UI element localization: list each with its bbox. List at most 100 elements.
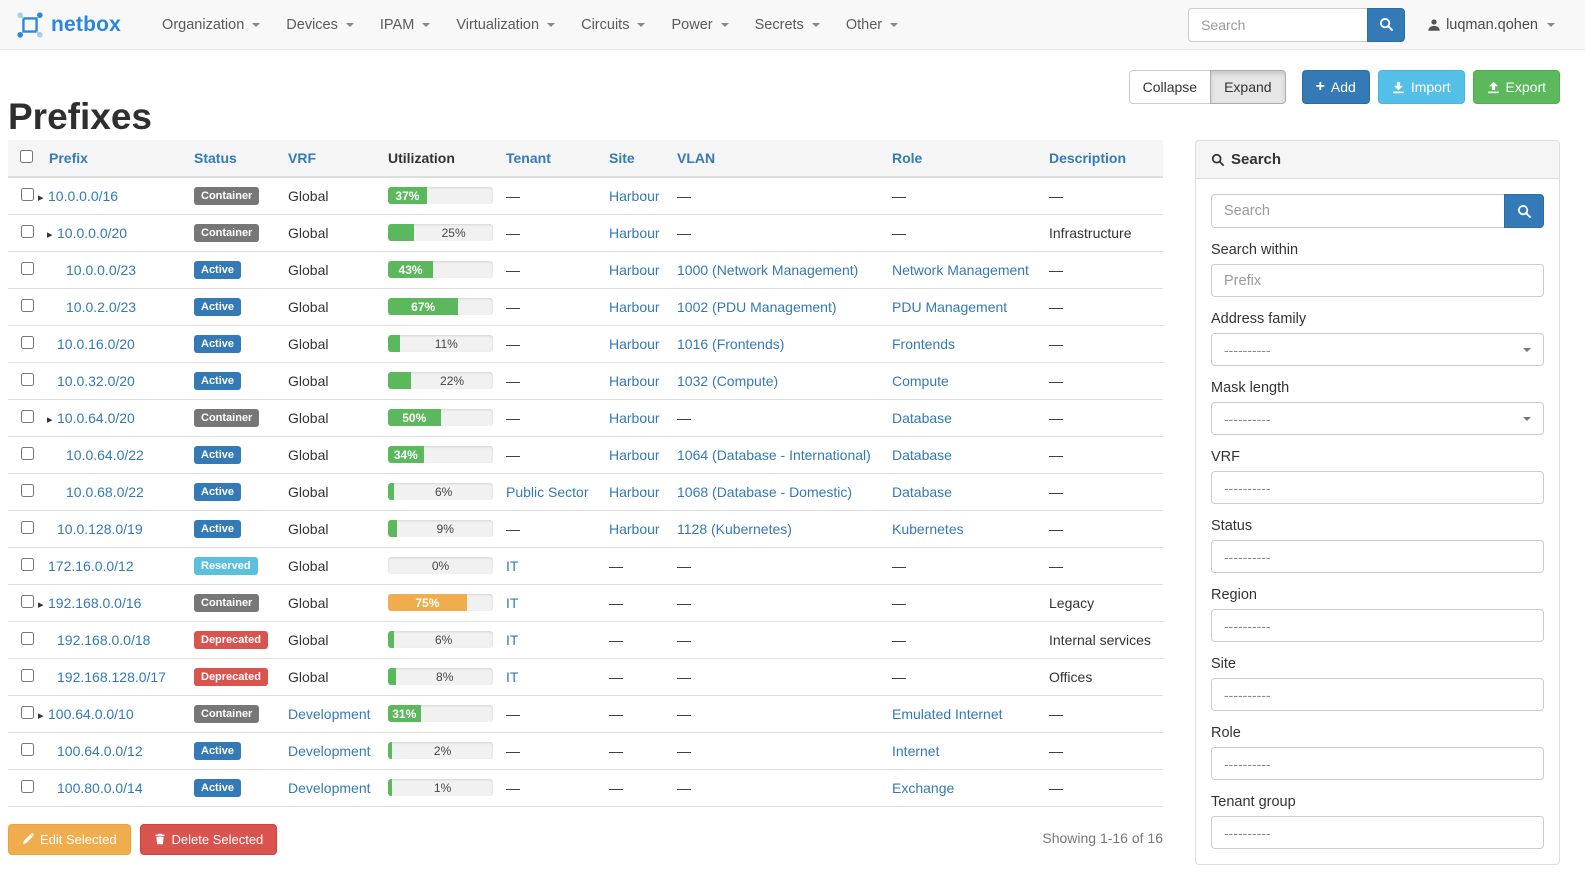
expand-toggle-icon[interactable]: ▸ bbox=[38, 709, 44, 722]
prefix-link[interactable]: 10.0.0.0/16 bbox=[48, 187, 119, 204]
filter-select-status[interactable]: ---------- bbox=[1211, 540, 1544, 573]
vlan-link[interactable]: 1128 (Kubernetes) bbox=[677, 520, 792, 537]
prefix-link[interactable]: 100.64.0.0/12 bbox=[57, 742, 143, 759]
site-link[interactable]: Harbour bbox=[609, 224, 660, 241]
prefix-link[interactable]: 100.80.0.0/14 bbox=[57, 779, 143, 796]
row-checkbox[interactable] bbox=[21, 409, 34, 423]
navbar-search-input[interactable] bbox=[1188, 7, 1369, 42]
row-checkbox[interactable] bbox=[21, 557, 34, 571]
row-checkbox[interactable] bbox=[21, 298, 34, 312]
tenant-link[interactable]: IT bbox=[506, 594, 519, 611]
filter-select-tenant-group[interactable]: ---------- bbox=[1211, 816, 1544, 849]
row-checkbox[interactable] bbox=[21, 261, 34, 275]
vlan-link[interactable]: 1016 (Frontends) bbox=[677, 335, 785, 352]
tenant-link[interactable]: IT bbox=[506, 668, 519, 685]
sort-vrf[interactable]: VRF bbox=[288, 150, 316, 166]
role-link[interactable]: Compute bbox=[892, 372, 949, 389]
role-link[interactable]: Emulated Internet bbox=[892, 705, 1003, 722]
import-button[interactable]: Import bbox=[1377, 70, 1465, 104]
nav-item-devices[interactable]: Devices bbox=[273, 0, 367, 50]
tenant-link[interactable]: IT bbox=[506, 631, 519, 648]
prefix-link[interactable]: 100.64.0.0/10 bbox=[48, 705, 134, 722]
edit-selected-button[interactable]: Edit Selected bbox=[8, 823, 131, 855]
filter-select-role[interactable]: ---------- bbox=[1211, 747, 1544, 780]
prefix-link[interactable]: 10.0.16.0/20 bbox=[57, 335, 135, 352]
nav-item-secrets[interactable]: Secrets bbox=[742, 0, 833, 50]
site-link[interactable]: Harbour bbox=[609, 372, 660, 389]
vlan-link[interactable]: 1068 (Database - Domestic) bbox=[677, 483, 853, 500]
sort-status[interactable]: Status bbox=[194, 150, 237, 166]
row-checkbox[interactable] bbox=[21, 446, 34, 460]
vrf-link[interactable]: Development bbox=[288, 705, 371, 722]
prefix-link[interactable]: 10.0.64.0/22 bbox=[66, 446, 144, 463]
role-link[interactable]: PDU Management bbox=[892, 298, 1008, 315]
role-link[interactable]: Kubernetes bbox=[892, 520, 964, 537]
row-checkbox[interactable] bbox=[21, 520, 34, 534]
row-checkbox[interactable] bbox=[21, 335, 34, 349]
sort-site[interactable]: Site bbox=[609, 150, 635, 166]
site-link[interactable]: Harbour bbox=[609, 409, 660, 426]
collapse-button[interactable]: Collapse bbox=[1128, 70, 1212, 104]
role-link[interactable]: Database bbox=[892, 446, 952, 463]
vrf-link[interactable]: Development bbox=[288, 742, 371, 759]
nav-item-organization[interactable]: Organization bbox=[149, 0, 273, 50]
row-checkbox[interactable] bbox=[21, 779, 34, 793]
filter-select-vrf[interactable]: ---------- bbox=[1211, 471, 1544, 504]
prefix-link[interactable]: 10.0.128.0/19 bbox=[57, 520, 143, 537]
row-checkbox[interactable] bbox=[21, 483, 34, 497]
role-link[interactable]: Database bbox=[892, 483, 952, 500]
prefix-link[interactable]: 192.168.128.0/17 bbox=[57, 668, 166, 685]
sort-prefix[interactable]: Prefix bbox=[49, 150, 88, 166]
netbox-brand[interactable]: netbox bbox=[15, 10, 121, 40]
site-link[interactable]: Harbour bbox=[609, 483, 660, 500]
site-link[interactable]: Harbour bbox=[609, 298, 660, 315]
prefix-link[interactable]: 10.0.64.0/20 bbox=[57, 409, 135, 426]
role-link[interactable]: Network Management bbox=[892, 261, 1029, 278]
role-link[interactable]: Frontends bbox=[892, 335, 956, 352]
tenant-link[interactable]: IT bbox=[506, 557, 519, 574]
navbar-search-button[interactable] bbox=[1367, 7, 1406, 42]
tenant-link[interactable]: Public Sector bbox=[506, 483, 589, 500]
site-link[interactable]: Harbour bbox=[609, 261, 660, 278]
row-checkbox[interactable] bbox=[21, 668, 34, 682]
filter-search-input[interactable] bbox=[1211, 194, 1505, 228]
vlan-link[interactable]: 1000 (Network Management) bbox=[677, 261, 859, 278]
filter-input-search-within[interactable] bbox=[1211, 264, 1544, 297]
expand-toggle-icon[interactable]: ▸ bbox=[47, 228, 53, 241]
sort-tenant[interactable]: Tenant bbox=[506, 150, 551, 166]
site-link[interactable]: Harbour bbox=[609, 446, 660, 463]
row-checkbox[interactable] bbox=[21, 224, 34, 238]
sort-description[interactable]: Description bbox=[1049, 150, 1127, 166]
sort-vlan[interactable]: VLAN bbox=[677, 150, 716, 166]
filter-search-button[interactable] bbox=[1504, 194, 1544, 228]
role-link[interactable]: Database bbox=[892, 409, 952, 426]
filter-select-address-family[interactable]: ---------- bbox=[1211, 333, 1544, 366]
vlan-link[interactable]: 1032 (Compute) bbox=[677, 372, 779, 389]
filter-select-site[interactable]: ---------- bbox=[1211, 678, 1544, 711]
expand-button[interactable]: Expand bbox=[1210, 70, 1286, 104]
export-button[interactable]: Export bbox=[1472, 70, 1560, 104]
nav-item-circuits[interactable]: Circuits bbox=[568, 0, 658, 50]
prefix-link[interactable]: 10.0.68.0/22 bbox=[66, 483, 144, 500]
filter-select-mask-length[interactable]: ---------- bbox=[1211, 402, 1544, 435]
prefix-link[interactable]: 192.168.0.0/16 bbox=[48, 594, 142, 611]
expand-toggle-icon[interactable]: ▸ bbox=[47, 413, 53, 426]
prefix-link[interactable]: 10.0.0.0/23 bbox=[66, 261, 137, 278]
row-checkbox[interactable] bbox=[21, 742, 34, 756]
role-link[interactable]: Exchange bbox=[892, 779, 955, 796]
user-menu[interactable]: luqman.qohen bbox=[1427, 17, 1555, 33]
select-all-checkbox[interactable] bbox=[20, 150, 33, 163]
nav-item-virtualization[interactable]: Virtualization bbox=[443, 0, 568, 50]
nav-item-power[interactable]: Power bbox=[658, 0, 741, 50]
role-link[interactable]: Internet bbox=[892, 742, 940, 759]
row-checkbox[interactable] bbox=[21, 631, 34, 645]
delete-selected-button[interactable]: Delete Selected bbox=[139, 823, 278, 855]
expand-toggle-icon[interactable]: ▸ bbox=[38, 598, 44, 611]
prefix-link[interactable]: 172.16.0.0/12 bbox=[48, 557, 134, 574]
vlan-link[interactable]: 1002 (PDU Management) bbox=[677, 298, 837, 315]
prefix-link[interactable]: 10.0.0.0/20 bbox=[57, 224, 128, 241]
site-link[interactable]: Harbour bbox=[609, 187, 660, 204]
site-link[interactable]: Harbour bbox=[609, 520, 660, 537]
prefix-link[interactable]: 10.0.2.0/23 bbox=[66, 298, 137, 315]
prefix-link[interactable]: 10.0.32.0/20 bbox=[57, 372, 135, 389]
